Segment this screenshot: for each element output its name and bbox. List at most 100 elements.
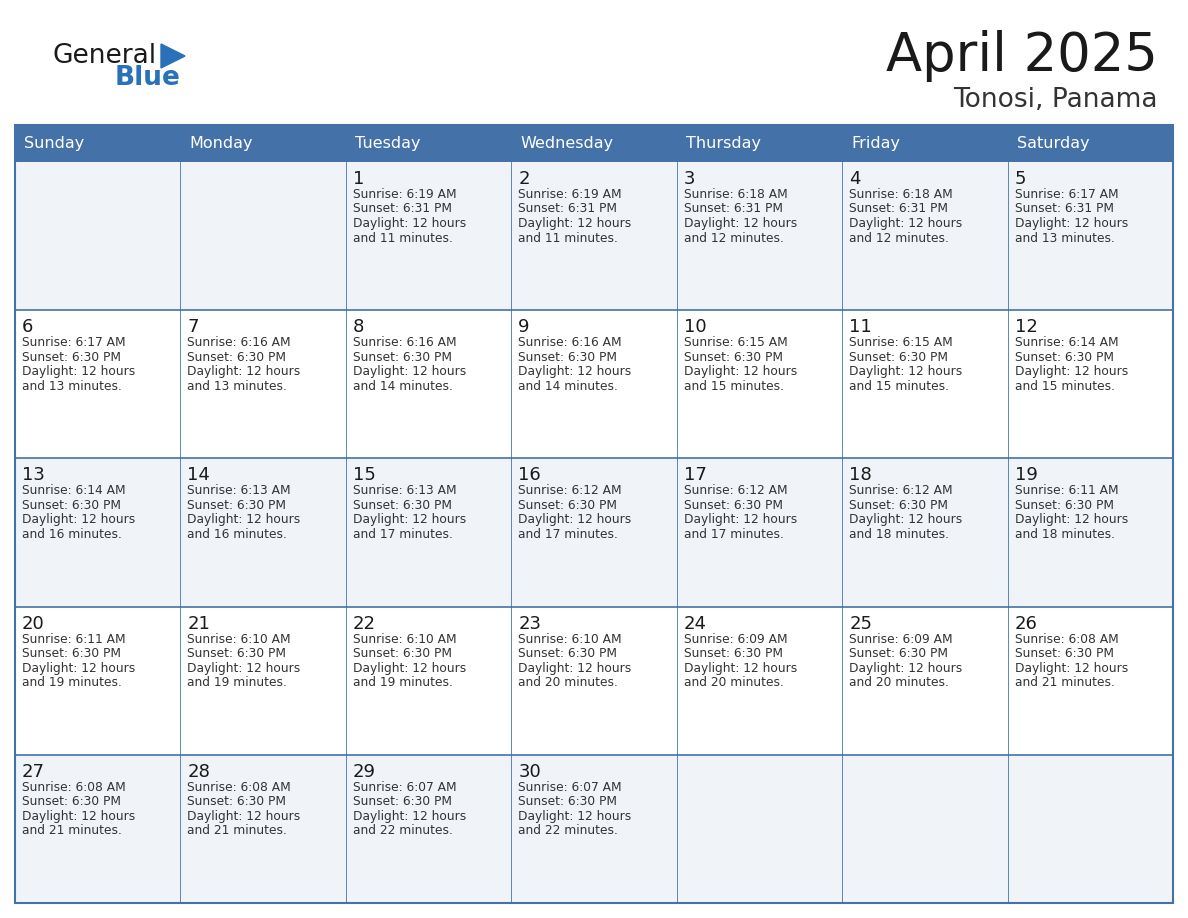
Text: 9: 9 (518, 319, 530, 336)
Text: Sunset: 6:30 PM: Sunset: 6:30 PM (188, 795, 286, 809)
Text: and 20 minutes.: and 20 minutes. (684, 676, 784, 689)
Text: Sunset: 6:30 PM: Sunset: 6:30 PM (353, 647, 451, 660)
Text: Sunrise: 6:11 AM: Sunrise: 6:11 AM (23, 633, 126, 645)
Text: and 21 minutes.: and 21 minutes. (188, 824, 287, 837)
Text: Sunrise: 6:15 AM: Sunrise: 6:15 AM (849, 336, 953, 349)
Text: Sunrise: 6:09 AM: Sunrise: 6:09 AM (684, 633, 788, 645)
Text: Sunset: 6:30 PM: Sunset: 6:30 PM (684, 351, 783, 364)
Text: Sunset: 6:30 PM: Sunset: 6:30 PM (1015, 498, 1113, 512)
Text: and 13 minutes.: and 13 minutes. (1015, 231, 1114, 244)
Text: Sunrise: 6:16 AM: Sunrise: 6:16 AM (353, 336, 456, 349)
Text: Sunrise: 6:07 AM: Sunrise: 6:07 AM (353, 781, 456, 794)
Text: Sunrise: 6:12 AM: Sunrise: 6:12 AM (518, 485, 621, 498)
Text: and 19 minutes.: and 19 minutes. (188, 676, 287, 689)
Text: Daylight: 12 hours: Daylight: 12 hours (353, 217, 466, 230)
Text: and 17 minutes.: and 17 minutes. (518, 528, 618, 541)
Text: 10: 10 (684, 319, 707, 336)
Text: Sunrise: 6:15 AM: Sunrise: 6:15 AM (684, 336, 788, 349)
Text: Daylight: 12 hours: Daylight: 12 hours (23, 662, 135, 675)
Text: Sunrise: 6:18 AM: Sunrise: 6:18 AM (684, 188, 788, 201)
Text: 2: 2 (518, 170, 530, 188)
Text: 16: 16 (518, 466, 541, 485)
Bar (15, 162, 1173, 310)
Text: Sunset: 6:30 PM: Sunset: 6:30 PM (23, 647, 121, 660)
Text: 26: 26 (1015, 614, 1037, 633)
Text: 1: 1 (353, 170, 365, 188)
Text: Sunrise: 6:09 AM: Sunrise: 6:09 AM (849, 633, 953, 645)
Text: Sunset: 6:31 PM: Sunset: 6:31 PM (849, 203, 948, 216)
Text: and 18 minutes.: and 18 minutes. (1015, 528, 1114, 541)
Text: Sunset: 6:30 PM: Sunset: 6:30 PM (684, 498, 783, 512)
Text: and 16 minutes.: and 16 minutes. (23, 528, 122, 541)
Text: Sunset: 6:30 PM: Sunset: 6:30 PM (849, 647, 948, 660)
Text: 5: 5 (1015, 170, 1026, 188)
Text: Daylight: 12 hours: Daylight: 12 hours (518, 217, 632, 230)
Text: 3: 3 (684, 170, 695, 188)
Text: Sunday: Sunday (24, 136, 84, 151)
Text: Sunrise: 6:10 AM: Sunrise: 6:10 AM (353, 633, 456, 645)
Text: and 15 minutes.: and 15 minutes. (1015, 380, 1114, 393)
Text: Sunset: 6:31 PM: Sunset: 6:31 PM (518, 203, 618, 216)
Text: Sunset: 6:30 PM: Sunset: 6:30 PM (518, 498, 618, 512)
Text: Sunrise: 6:12 AM: Sunrise: 6:12 AM (684, 485, 788, 498)
Text: and 11 minutes.: and 11 minutes. (353, 231, 453, 244)
Text: Daylight: 12 hours: Daylight: 12 hours (849, 513, 962, 526)
Text: Sunset: 6:30 PM: Sunset: 6:30 PM (518, 351, 618, 364)
Text: Sunset: 6:30 PM: Sunset: 6:30 PM (23, 795, 121, 809)
Text: Sunset: 6:31 PM: Sunset: 6:31 PM (684, 203, 783, 216)
Text: and 14 minutes.: and 14 minutes. (353, 380, 453, 393)
Text: Daylight: 12 hours: Daylight: 12 hours (353, 662, 466, 675)
Text: and 21 minutes.: and 21 minutes. (23, 824, 122, 837)
Text: and 19 minutes.: and 19 minutes. (353, 676, 453, 689)
Text: Daylight: 12 hours: Daylight: 12 hours (849, 662, 962, 675)
Text: Tonosi, Panama: Tonosi, Panama (954, 87, 1158, 113)
Text: 23: 23 (518, 614, 542, 633)
Text: Sunrise: 6:19 AM: Sunrise: 6:19 AM (518, 188, 621, 201)
Text: 19: 19 (1015, 466, 1037, 485)
Text: and 16 minutes.: and 16 minutes. (188, 528, 287, 541)
Text: Daylight: 12 hours: Daylight: 12 hours (353, 513, 466, 526)
Text: 11: 11 (849, 319, 872, 336)
Text: Sunrise: 6:08 AM: Sunrise: 6:08 AM (23, 781, 126, 794)
Text: 18: 18 (849, 466, 872, 485)
Text: Sunrise: 6:11 AM: Sunrise: 6:11 AM (1015, 485, 1118, 498)
Text: Daylight: 12 hours: Daylight: 12 hours (849, 217, 962, 230)
Text: Sunrise: 6:17 AM: Sunrise: 6:17 AM (23, 336, 126, 349)
Text: Sunset: 6:30 PM: Sunset: 6:30 PM (518, 795, 618, 809)
Text: Sunset: 6:31 PM: Sunset: 6:31 PM (353, 203, 451, 216)
Text: and 14 minutes.: and 14 minutes. (518, 380, 618, 393)
Text: Sunset: 6:30 PM: Sunset: 6:30 PM (188, 498, 286, 512)
Text: Daylight: 12 hours: Daylight: 12 hours (1015, 513, 1127, 526)
Text: Sunset: 6:30 PM: Sunset: 6:30 PM (518, 647, 618, 660)
Polygon shape (162, 44, 185, 68)
Text: Thursday: Thursday (685, 136, 760, 151)
Text: and 21 minutes.: and 21 minutes. (1015, 676, 1114, 689)
Text: General: General (52, 43, 156, 69)
Text: and 20 minutes.: and 20 minutes. (518, 676, 618, 689)
Text: Tuesday: Tuesday (355, 136, 421, 151)
Text: Daylight: 12 hours: Daylight: 12 hours (684, 662, 797, 675)
Text: Daylight: 12 hours: Daylight: 12 hours (353, 365, 466, 378)
Text: Sunrise: 6:07 AM: Sunrise: 6:07 AM (518, 781, 621, 794)
Text: 22: 22 (353, 614, 375, 633)
Text: 24: 24 (684, 614, 707, 633)
Text: Sunset: 6:30 PM: Sunset: 6:30 PM (1015, 647, 1113, 660)
Text: 8: 8 (353, 319, 365, 336)
Text: Daylight: 12 hours: Daylight: 12 hours (849, 365, 962, 378)
Text: and 19 minutes.: and 19 minutes. (23, 676, 122, 689)
Text: and 11 minutes.: and 11 minutes. (518, 231, 618, 244)
Text: Sunrise: 6:12 AM: Sunrise: 6:12 AM (849, 485, 953, 498)
Text: and 17 minutes.: and 17 minutes. (353, 528, 453, 541)
Text: and 13 minutes.: and 13 minutes. (23, 380, 122, 393)
Text: Daylight: 12 hours: Daylight: 12 hours (1015, 365, 1127, 378)
Bar (15, 125, 1173, 903)
Text: Daylight: 12 hours: Daylight: 12 hours (684, 217, 797, 230)
Text: 27: 27 (23, 763, 45, 781)
Text: and 15 minutes.: and 15 minutes. (849, 380, 949, 393)
Text: 14: 14 (188, 466, 210, 485)
Text: and 22 minutes.: and 22 minutes. (518, 824, 618, 837)
Text: Sunset: 6:31 PM: Sunset: 6:31 PM (1015, 203, 1113, 216)
Text: Daylight: 12 hours: Daylight: 12 hours (518, 810, 632, 823)
Text: Blue: Blue (115, 65, 181, 91)
Text: and 15 minutes.: and 15 minutes. (684, 380, 784, 393)
